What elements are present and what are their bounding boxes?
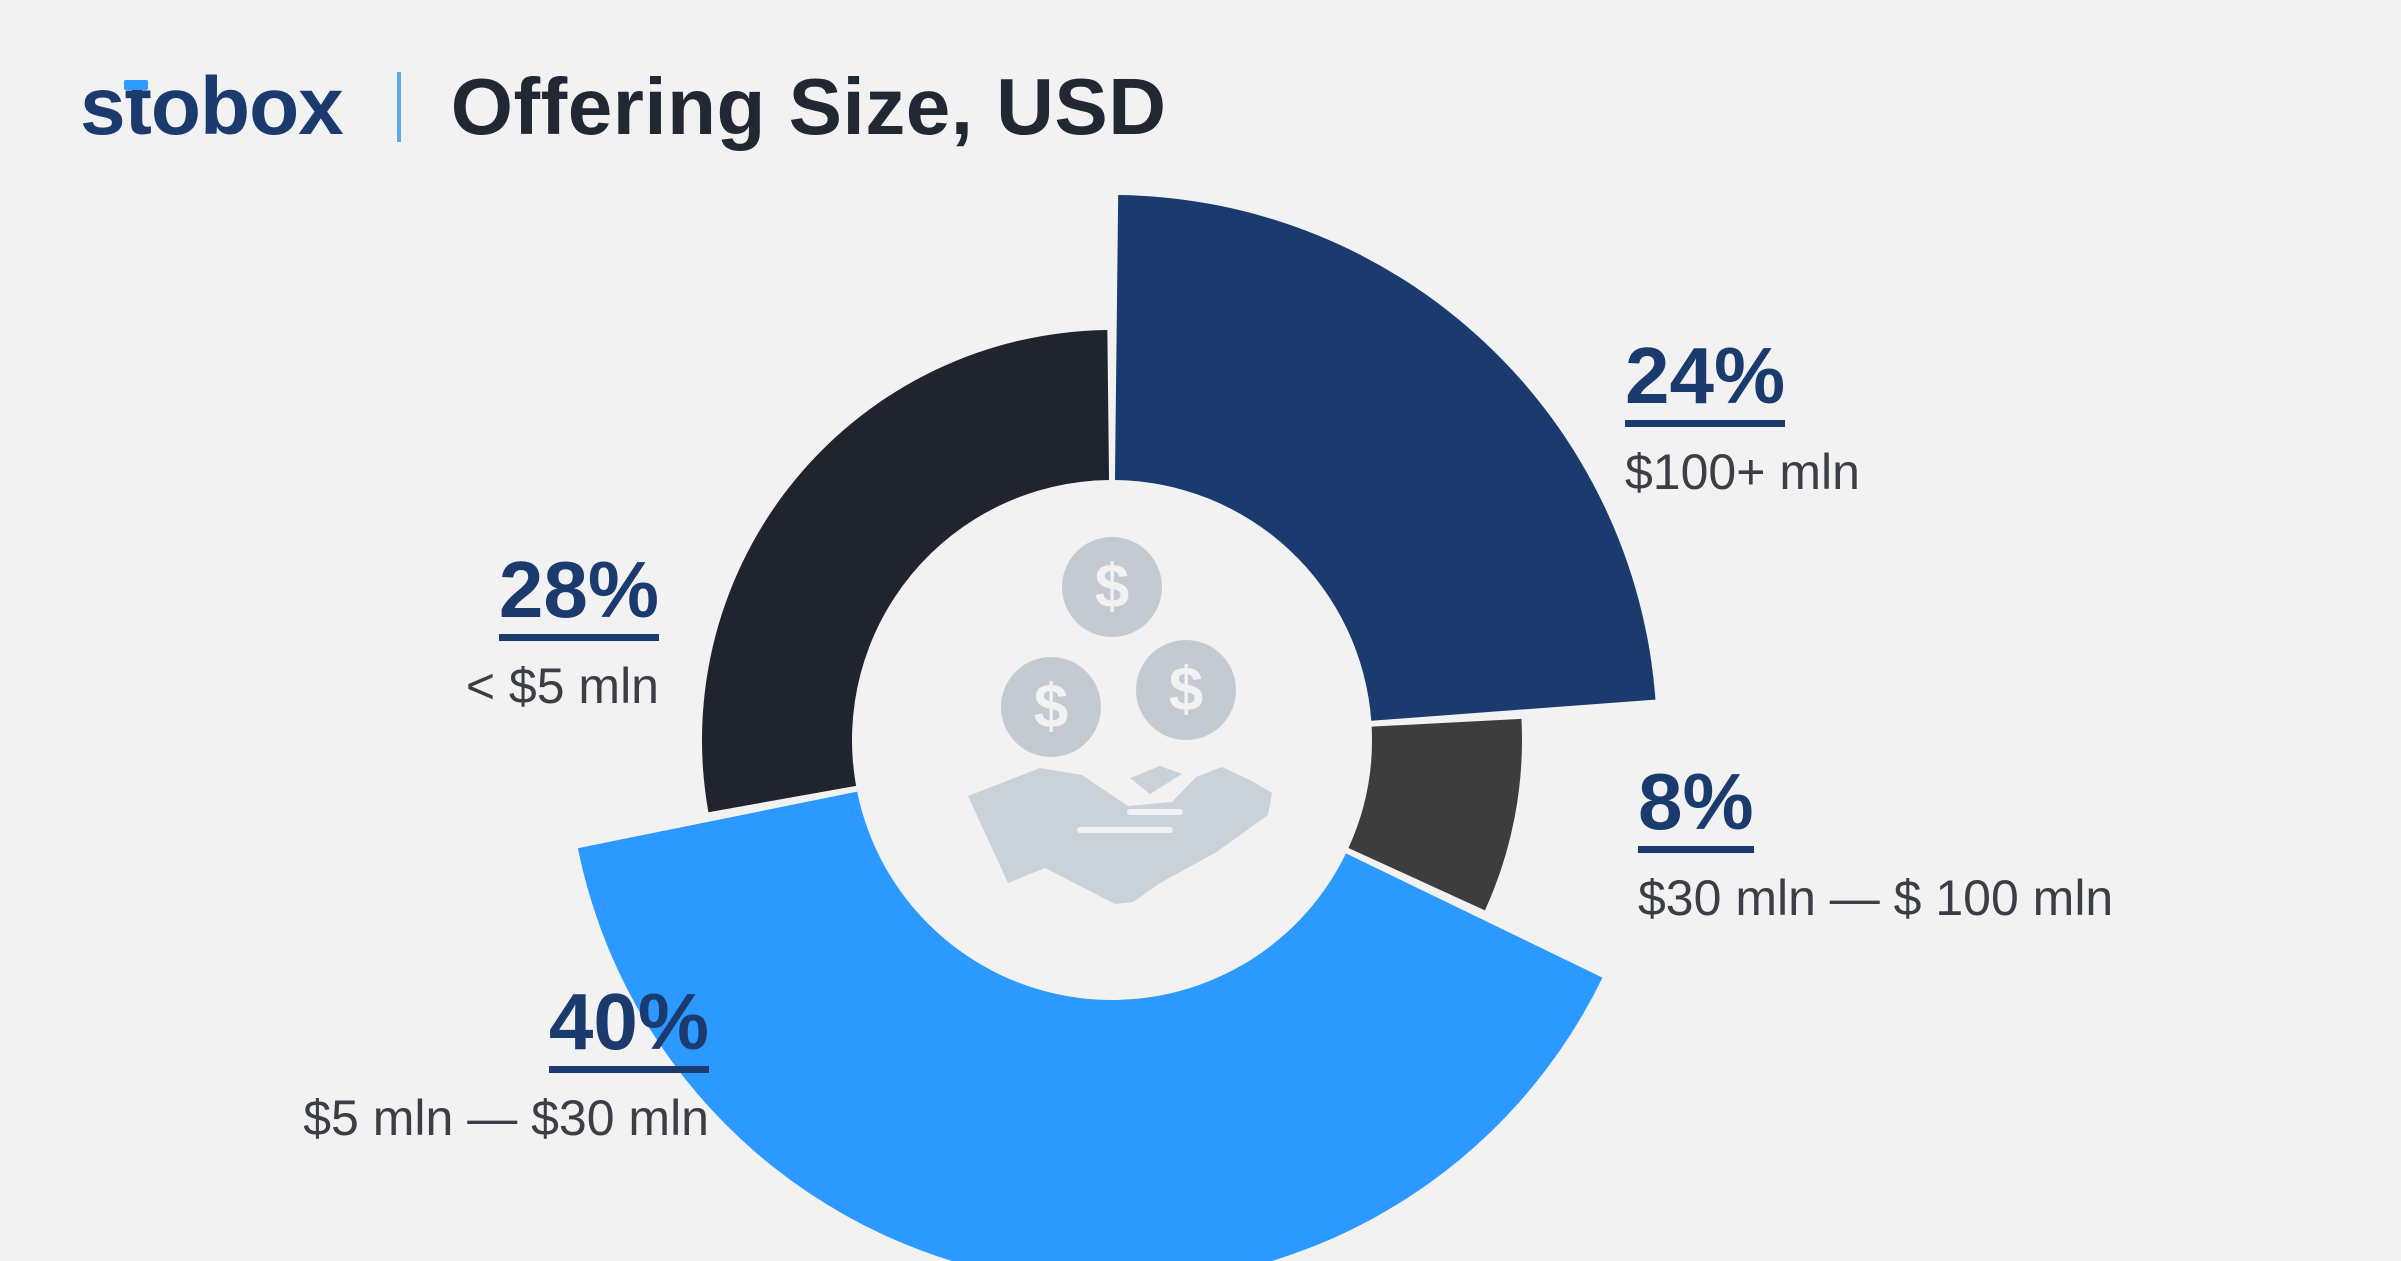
slice-range: < $5 mln (465, 658, 659, 714)
svg-text:$: $ (1169, 656, 1203, 725)
svg-text:$: $ (1095, 553, 1129, 622)
brand-name: stobox (80, 61, 344, 152)
chart-slices (577, 195, 1656, 1261)
header-divider (396, 72, 401, 142)
slice-range: $30 mln — $ 100 mln (1638, 870, 2114, 926)
brand-logo: stobox (80, 66, 344, 148)
chart-title: Offering Size, USD (450, 62, 1167, 151)
slice-percent: 24% (1625, 336, 1786, 427)
slice-under-5 (702, 330, 1110, 813)
slice-label-5-30: 40% $5 mln — $30 mln (303, 982, 709, 1147)
header: stobox Offering Size, USD (80, 52, 1167, 162)
slice-label-under-5: 28% < $5 mln (466, 550, 659, 715)
slice-100-plus (1114, 195, 1656, 721)
slice-label-100-plus: 24% $100+ mln (1625, 336, 1860, 501)
slice-label-30-100: 8% $30 mln — $ 100 mln (1638, 762, 2113, 927)
logo-accent-mark (124, 80, 148, 90)
svg-text:$: $ (1034, 673, 1068, 742)
slice-5-30 (577, 791, 1603, 1261)
slice-30-100 (1348, 718, 1522, 911)
slice-range: $5 mln — $30 mln (303, 1090, 709, 1146)
slice-percent: 28% (498, 550, 659, 641)
hand-holding-dollar-coins-icon: $ $ $ (968, 537, 1272, 904)
slice-percent: 40% (548, 982, 709, 1073)
slice-range: $100+ mln (1625, 444, 1860, 500)
slice-percent: 8% (1638, 762, 1754, 853)
